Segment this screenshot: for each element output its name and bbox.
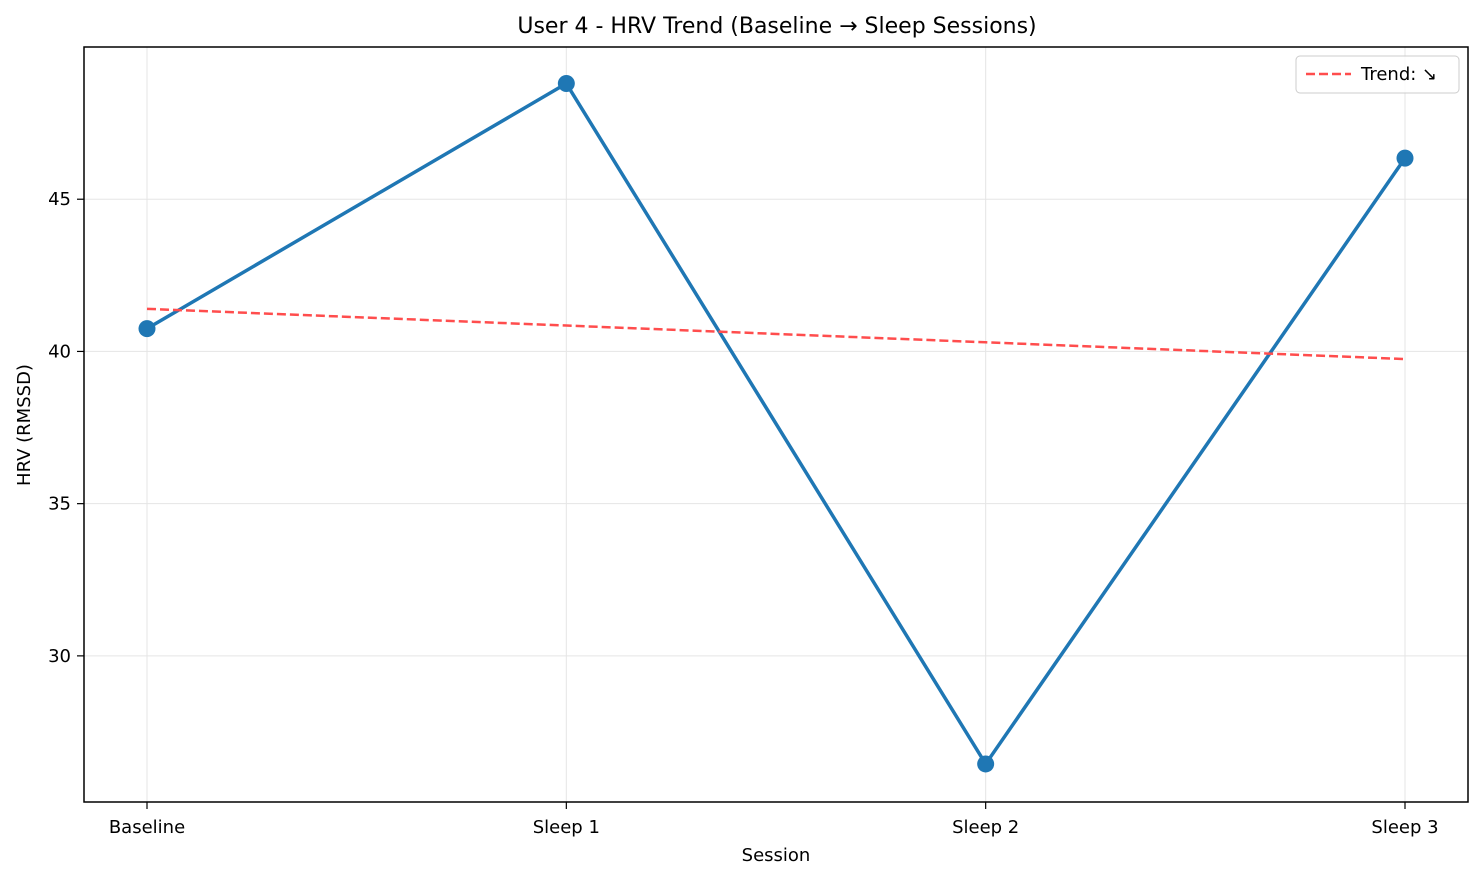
y-tick-label: 40 [48, 341, 71, 362]
y-tick-label: 30 [48, 646, 71, 667]
legend-label-trend: Trend: ↘ [1360, 64, 1437, 85]
plot-frame [83, 46, 1469, 803]
series-lines [138, 75, 1414, 773]
trend-line [146, 307, 1406, 361]
y-tick-label: 35 [48, 494, 71, 515]
legend-box [1295, 55, 1460, 94]
y-tick-label: 45 [48, 189, 71, 210]
grid-lines [84, 47, 1468, 802]
data-point [977, 755, 995, 773]
data-point [138, 320, 156, 338]
y-axis-ticks: 30 35 40 45 [48, 189, 84, 667]
chart-title: User 4 - HRV Trend (Baseline → Sleep Ses… [517, 14, 1036, 39]
legend: Trend: ↘ [1295, 55, 1460, 94]
y-axis-label: HRV (RMSSD) [14, 364, 35, 486]
x-tick-label: Baseline [109, 817, 185, 838]
x-tick-label: Sleep 1 [533, 817, 600, 838]
x-tick-label: Sleep 2 [952, 817, 1019, 838]
data-point [1396, 149, 1414, 167]
x-axis-ticks: Baseline Sleep 1 Sleep 2 Sleep 3 [109, 802, 1439, 838]
data-point [557, 75, 575, 93]
x-axis-label: Session [742, 845, 811, 866]
hrv-series-line [146, 81, 1407, 766]
x-tick-label: Sleep 3 [1371, 817, 1438, 838]
